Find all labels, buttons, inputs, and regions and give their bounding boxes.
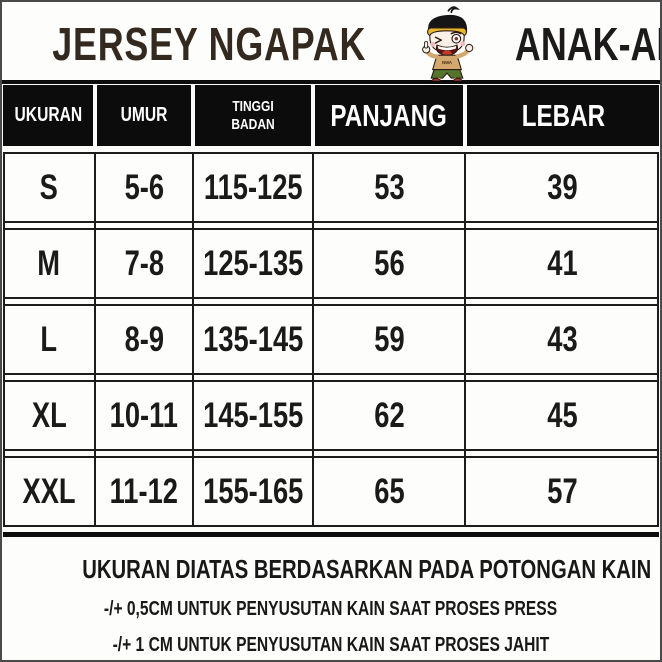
length-value: 62 bbox=[373, 395, 405, 435]
width-value: 39 bbox=[546, 167, 578, 207]
column-header-umur: UMUR bbox=[97, 85, 191, 146]
grid-line bbox=[3, 152, 5, 527]
height-value: 145-155 bbox=[202, 395, 304, 435]
table-row-xl: XL 10-11 145-155 62 45 bbox=[3, 380, 659, 451]
column-header-tinggi-badan: TINGGI BADAN bbox=[195, 85, 311, 146]
width-value: 45 bbox=[546, 395, 578, 435]
note-main-text: UKURAN DIATAS BERDASARKAN PADA POTONGAN … bbox=[82, 554, 652, 584]
table-row-xxl: XXL 11-12 155-165 65 57 bbox=[3, 456, 659, 527]
grid-line bbox=[657, 152, 659, 527]
grid-line bbox=[192, 152, 194, 527]
width-value: 43 bbox=[546, 319, 578, 359]
column-header-panjang: PANJANG bbox=[315, 85, 463, 146]
table-row-l: L 8-9 135-145 59 43 bbox=[3, 304, 659, 375]
table-header-row: UKURAN UMUR TINGGI BADAN PANJANG LEBAR bbox=[2, 85, 660, 146]
note-jahit-text: -/+ 1 CM UNTUK PENYUSUTAN KAIN SAAT PROS… bbox=[112, 634, 550, 656]
size-value: L bbox=[40, 319, 58, 359]
height-value: 115-125 bbox=[203, 167, 303, 207]
size-value: M bbox=[37, 243, 61, 283]
size-value: S bbox=[39, 167, 59, 207]
length-value: 56 bbox=[373, 243, 405, 283]
grid-line bbox=[464, 152, 466, 527]
grid-line bbox=[312, 152, 314, 527]
ngapak-kid-mascot-icon: NWA bbox=[422, 6, 474, 81]
column-header-ukuran: UKURAN bbox=[3, 85, 93, 146]
note-press-text: -/+ 0,5CM UNTUK PENYUSUTAN KAIN SAAT PRO… bbox=[104, 598, 558, 620]
width-value: 57 bbox=[546, 471, 578, 511]
table-row-m: M 7-8 125-135 56 41 bbox=[3, 228, 659, 299]
length-value: 53 bbox=[373, 167, 405, 207]
age-value: 10-11 bbox=[109, 395, 179, 435]
header-divider bbox=[2, 80, 660, 84]
size-table: S 5-6 115-125 53 39 M 7-8 125-135 56 41 … bbox=[3, 152, 659, 527]
length-value: 59 bbox=[373, 319, 405, 359]
column-header-lebar: LEBAR bbox=[467, 85, 659, 146]
height-value: 155-165 bbox=[202, 471, 304, 511]
svg-text:NWA: NWA bbox=[442, 60, 452, 65]
age-value: 11-12 bbox=[109, 471, 179, 511]
height-value: 125-135 bbox=[202, 243, 304, 283]
height-value: 135-145 bbox=[202, 319, 304, 359]
header: JERSEY NGAPAK NWA bbox=[2, 2, 660, 81]
size-value: XL bbox=[31, 395, 67, 435]
age-value: 8-9 bbox=[124, 319, 164, 359]
footer-notes: UKURAN DIATAS BERDASARKAN PADA POTONGAN … bbox=[2, 537, 660, 657]
table-row-s: S 5-6 115-125 53 39 bbox=[3, 152, 659, 223]
age-value: 5-6 bbox=[124, 167, 164, 207]
audience-title: ANAK-ANAK bbox=[515, 18, 660, 70]
grid-line bbox=[94, 152, 96, 527]
width-value: 41 bbox=[546, 243, 578, 283]
brand-title: JERSEY NGAPAK bbox=[52, 18, 367, 70]
length-value: 65 bbox=[373, 471, 405, 511]
table-bottom-rule bbox=[3, 532, 659, 537]
size-value: XXL bbox=[22, 471, 76, 511]
age-value: 7-8 bbox=[124, 243, 164, 283]
